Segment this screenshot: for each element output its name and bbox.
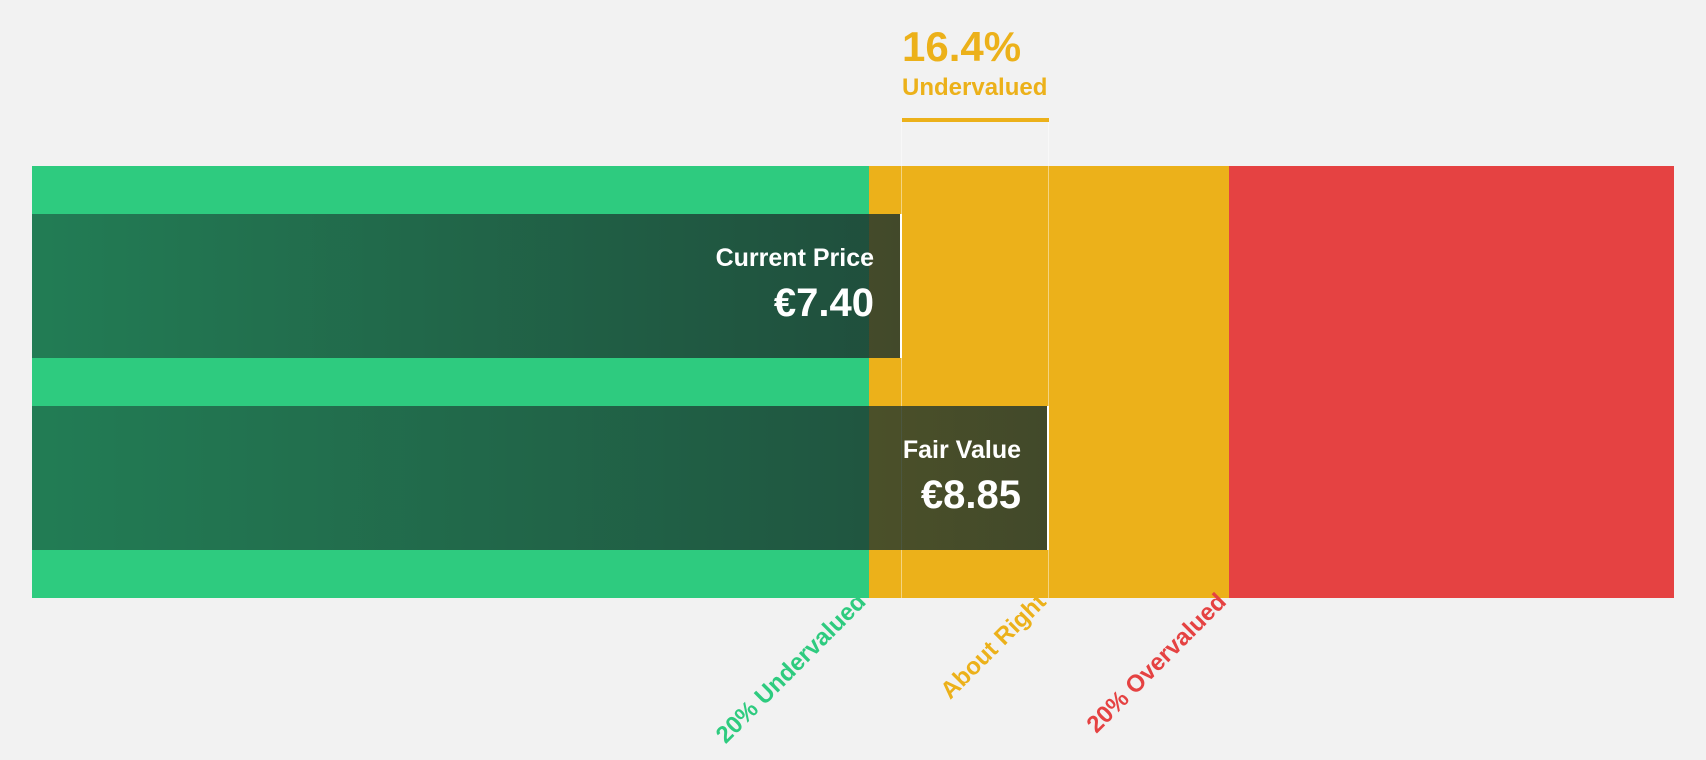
zone-overvalued [1229,166,1674,598]
current-price-guide-line [901,122,902,598]
fair-value-guide-line [1048,122,1049,598]
current-price-value: €7.40 [773,281,874,325]
fair-value-label: Fair Value [902,436,1021,464]
current-price-label: Current Price [715,244,874,272]
fair-value-bar: Fair Value €8.85 [32,406,1049,550]
valuation-header: 16.4% Undervalued [902,24,1047,102]
fair-value-value: €8.85 [920,473,1021,517]
axis-label-about-right: About Right [935,588,1052,705]
current-price-bar: Current Price €7.40 [32,214,902,358]
fair-value-marker [1047,406,1049,550]
valuation-percent: 16.4% [902,23,1022,70]
axis-label-overvalued: 20% Overvalued [1081,588,1232,739]
valuation-verdict: Undervalued [902,74,1048,101]
header-underline [902,118,1049,122]
axis-label-undervalued: 20% Undervalued [710,588,872,749]
current-price-marker [900,214,902,358]
